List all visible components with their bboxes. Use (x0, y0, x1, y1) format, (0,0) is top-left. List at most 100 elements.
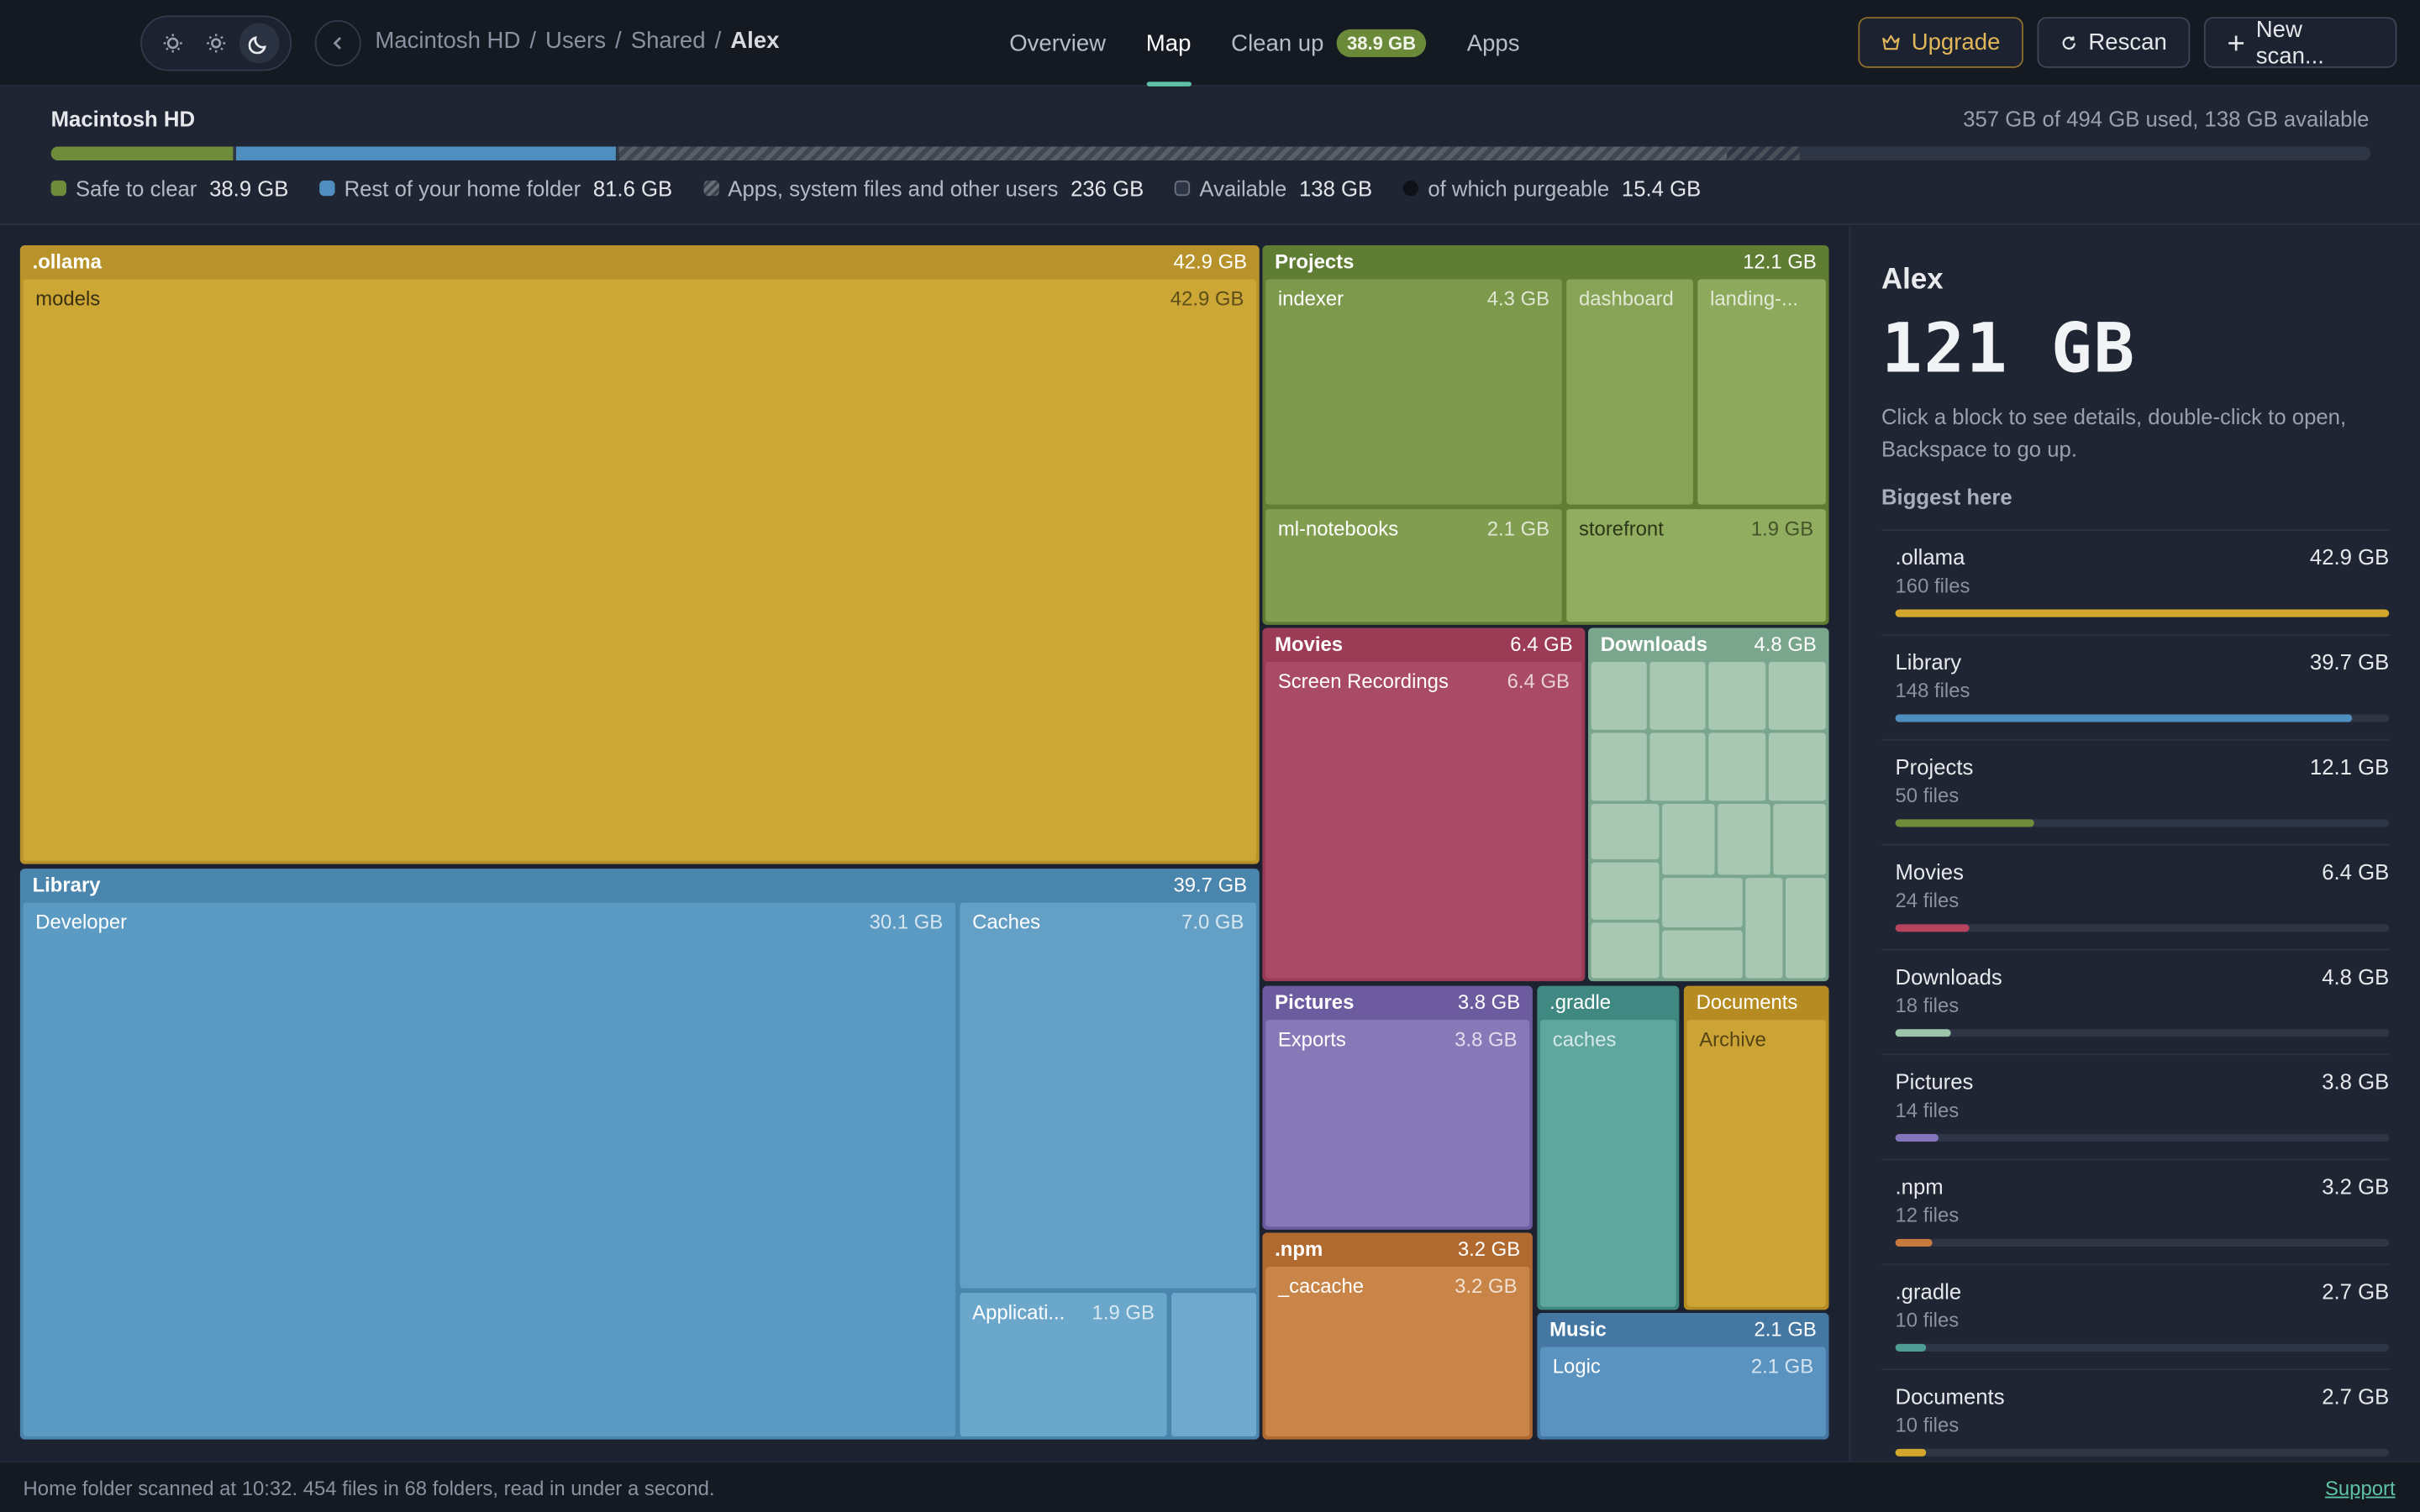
biggest-item-bar-fill (1895, 714, 2353, 722)
download-file[interactable] (1773, 803, 1826, 875)
rescan-label: Rescan (2088, 29, 2167, 56)
block-header: .npm 3.2 GB (1262, 1233, 1532, 1266)
biggest-item-count: 148 files (1895, 679, 1970, 702)
biggest-item[interactable]: .npm 3.2 GB 12 files (1881, 1158, 2390, 1263)
download-file[interactable] (1662, 803, 1715, 875)
child-name: Applicati... (972, 1300, 1065, 1324)
disk-legend: Safe to clear 38.9 GB Rest of your home … (50, 176, 1702, 201)
biggest-item[interactable]: Downloads 4.8 GB 18 files (1881, 948, 2390, 1054)
chevron-left-icon (333, 37, 341, 50)
tab-map[interactable]: Map (1145, 0, 1192, 87)
support-link[interactable]: Support (2324, 1476, 2396, 1500)
download-file[interactable] (1649, 661, 1706, 730)
biggest-item-name: Movies (1895, 859, 1964, 885)
treemap-child-other[interactable] (1171, 1293, 1257, 1436)
treemap-child-exports[interactable]: Exports 3.8 GB (1265, 1020, 1530, 1227)
download-file[interactable] (1768, 661, 1826, 730)
treemap-block-music[interactable]: Music 2.1 GB Logic 2.1 GB (1537, 1313, 1829, 1440)
download-file[interactable] (1591, 661, 1647, 730)
block-header: Projects 12.1 GB (1262, 245, 1828, 278)
legend-value: 236 GB (1071, 176, 1144, 201)
biggest-item[interactable]: Library 39.7 GB 148 files (1881, 633, 2390, 739)
upgrade-button[interactable]: Upgrade (1858, 17, 2023, 68)
treemap-child-gradle-caches[interactable]: caches (1540, 1020, 1676, 1307)
treemap-child-cacache[interactable]: _cacache 3.2 GB (1265, 1266, 1530, 1436)
treemap-child-caches[interactable]: Caches 7.0 GB (960, 902, 1257, 1289)
treemap-block-downloads[interactable]: Downloads 4.8 GB (1588, 627, 1829, 982)
treemap-block-library[interactable]: Library 39.7 GB Developer 30.1 GB Caches 7.… (19, 869, 1260, 1440)
biggest-item-bar-fill (1895, 609, 2390, 617)
treemap-child-logic[interactable]: Logic 2.1 GB (1540, 1347, 1826, 1436)
download-file[interactable] (1662, 930, 1743, 979)
download-file[interactable] (1591, 803, 1660, 860)
treemap-child-dashboard[interactable]: dashboard (1566, 279, 1693, 505)
download-file[interactable] (1786, 878, 1826, 979)
block-header: Pictures 3.8 GB (1262, 986, 1532, 1019)
biggest-item[interactable]: .ollama 42.9 GB 160 files (1881, 529, 2390, 634)
download-file[interactable] (1718, 803, 1770, 875)
crown-icon (1882, 34, 1900, 50)
treemap-block-projects[interactable]: Projects 12.1 GB indexer 4.3 GB dashboard … (1262, 245, 1829, 625)
download-file[interactable] (1768, 732, 1826, 801)
new-scan-button[interactable]: New scan... (2203, 16, 2397, 69)
treemap-block-npm[interactable]: .npm 3.2 GB _cacache 3.2 GB (1262, 1232, 1533, 1440)
tab-overview[interactable]: Overview (1009, 29, 1107, 57)
download-file[interactable] (1591, 732, 1647, 801)
treemap-child-applications[interactable]: Applicati... 1.9 GB (960, 1293, 1167, 1436)
treemap-child-storefront[interactable]: storefront 1.9 GB (1566, 509, 1826, 622)
treemap-block-gradle[interactable]: .gradle caches (1537, 985, 1680, 1310)
biggest-item[interactable]: .gradle 2.7 GB 10 files (1881, 1263, 2390, 1368)
legend-value: 138 GB (1298, 176, 1373, 201)
breadcrumb-item[interactable]: Shared (630, 28, 706, 55)
download-file[interactable] (1662, 878, 1743, 927)
treemap-child-archive[interactable]: Archive (1686, 1020, 1826, 1307)
treemap-block-movies[interactable]: Movies 6.4 GB Screen Recordings 6.4 GB (1262, 627, 1586, 982)
auto-theme-icon[interactable] (153, 24, 193, 64)
treemap-child-landing[interactable]: landing-... (1697, 279, 1826, 505)
download-file[interactable] (1649, 732, 1706, 801)
block-name: .gradle (1549, 990, 1612, 1014)
biggest-item-bar-fill (1895, 1343, 1927, 1352)
breadcrumb-item[interactable]: Macintosh HD (375, 28, 521, 55)
child-name: caches (1552, 1027, 1617, 1051)
download-file[interactable] (1708, 661, 1766, 730)
biggest-item-size: 2.7 GB (2322, 1383, 2390, 1409)
biggest-item-count: 10 files (1895, 1413, 1960, 1436)
sun-icon[interactable] (196, 24, 236, 64)
biggest-item-count: 12 files (1895, 1203, 1960, 1227)
treemap-block-pictures[interactable]: Pictures 3.8 GB Exports 3.8 GB (1262, 985, 1533, 1230)
legend-swatch (50, 180, 66, 197)
biggest-item-bar (1895, 1448, 2390, 1457)
block-header: Documents (1684, 986, 1829, 1019)
child-size: 7.0 GB (1181, 910, 1244, 934)
legend-item: Available 138 GB (1175, 176, 1373, 201)
treemap-block-ollama[interactable]: .ollama 42.9 GB models 42.9 GB (19, 245, 1260, 864)
treemap-child-models[interactable]: models 42.9 GB (23, 279, 1257, 861)
biggest-item-count: 10 files (1895, 1308, 1960, 1332)
treemap-child-developer[interactable]: Developer 30.1 GB (23, 902, 955, 1436)
biggest-item[interactable]: Pictures 3.8 GB 14 files (1881, 1053, 2390, 1158)
download-file[interactable] (1591, 862, 1660, 920)
theme-toggle[interactable] (140, 15, 292, 71)
legend-value: 38.9 GB (209, 176, 289, 201)
treemap-child-ml-notebooks[interactable]: ml-notebooks 2.1 GB (1265, 509, 1562, 622)
treemap-child-screen-recordings[interactable]: Screen Recordings 6.4 GB (1265, 661, 1582, 979)
download-file[interactable] (1708, 732, 1766, 801)
biggest-item[interactable]: Documents 2.7 GB 10 files (1881, 1368, 2390, 1473)
biggest-item[interactable]: Movies 6.4 GB 24 files (1881, 843, 2390, 949)
tab-apps[interactable]: Apps (1466, 29, 1520, 57)
download-file[interactable] (1591, 922, 1660, 979)
treemap-child-indexer[interactable]: indexer 4.3 GB (1265, 279, 1562, 505)
block-header: Library 39.7 GB (20, 869, 1260, 901)
moon-icon[interactable] (239, 23, 280, 64)
download-file[interactable] (1745, 878, 1783, 979)
rescan-button[interactable]: Rescan (2037, 17, 2191, 68)
legend-item: of which purgeable 15.4 GB (1402, 176, 1701, 201)
breadcrumb-item[interactable]: Users (545, 28, 607, 55)
tab-cleanup-label: Clean up (1231, 29, 1324, 57)
biggest-item[interactable]: Projects 12.1 GB 50 files (1881, 738, 2390, 844)
tab-cleanup[interactable]: Clean up 38.9 GB (1231, 0, 1427, 87)
back-button[interactable] (314, 19, 361, 66)
treemap-block-documents[interactable]: Documents Archive (1683, 985, 1829, 1310)
biggest-item-name: Projects (1895, 754, 1974, 780)
